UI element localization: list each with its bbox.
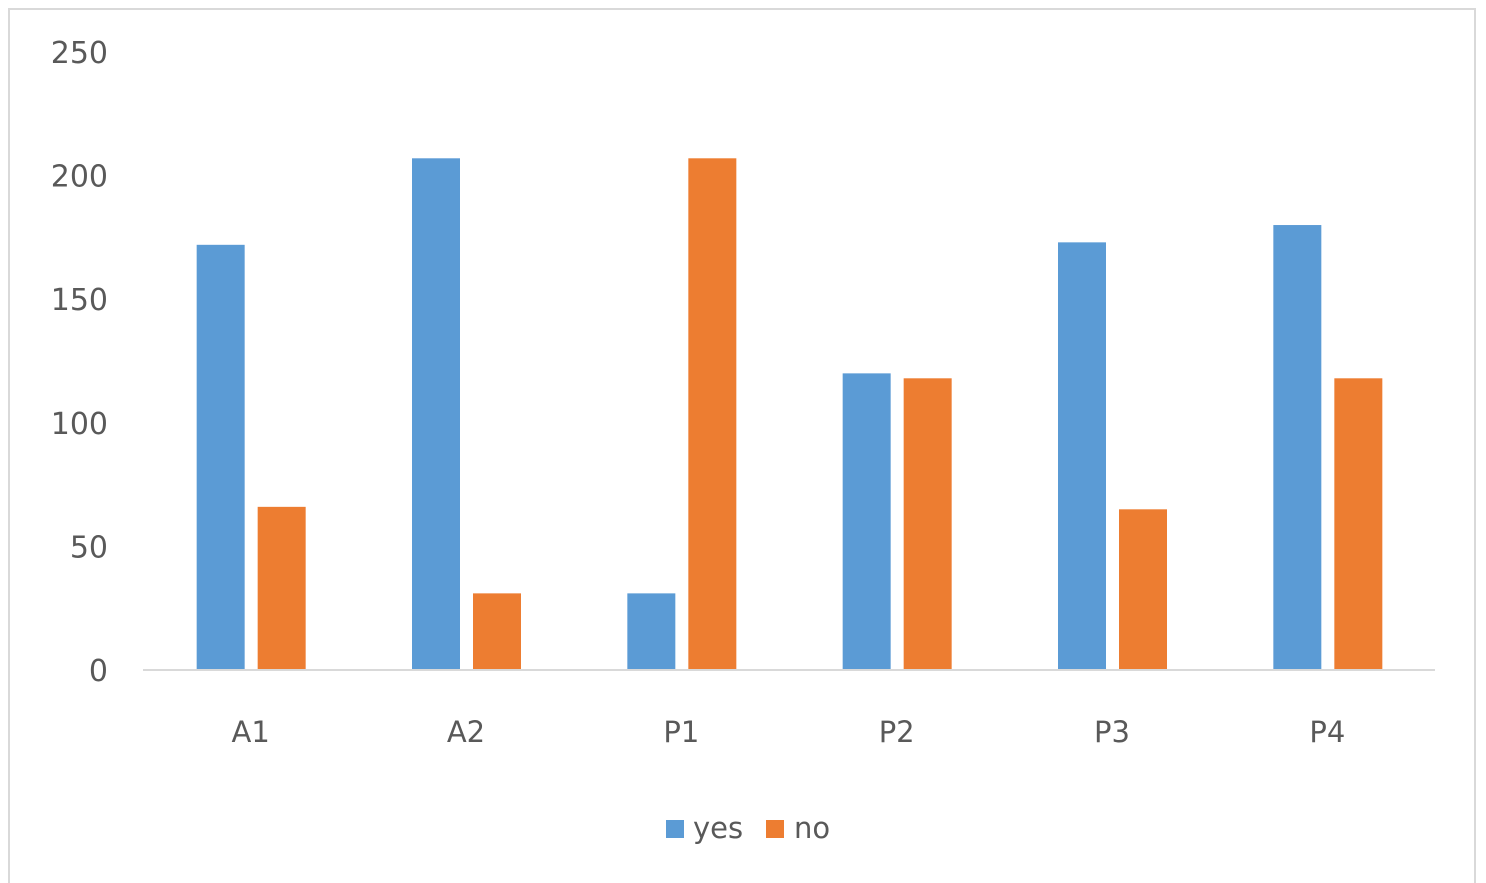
legend-label-yes: yes [693, 811, 743, 845]
y-tick-label: 0 [89, 654, 108, 689]
bar-yes-p4 [1273, 225, 1322, 671]
y-tick-label: 100 [51, 407, 108, 442]
y-tick-label: 50 [70, 530, 108, 565]
y-axis-ticks: 0 50 100 150 200 250 [51, 36, 108, 689]
bar-yes-a1 [196, 244, 245, 671]
bar-yes-a2 [412, 158, 460, 670]
bar-no-p1 [688, 158, 737, 670]
legend-label-no: no [794, 811, 830, 845]
x-tick-label: A1 [232, 715, 270, 749]
y-tick-label: 200 [51, 160, 108, 195]
bar-no-a1 [257, 506, 306, 670]
bar-no-p4 [1334, 378, 1383, 670]
bar-yes-p2 [842, 373, 891, 670]
legend-swatch-yes [666, 820, 684, 838]
y-tick-label: 150 [51, 283, 108, 318]
bar-no-p3 [1119, 509, 1167, 670]
bar-no-p2 [903, 378, 952, 670]
x-tick-label: P4 [1309, 715, 1345, 749]
bars-group [196, 158, 1383, 671]
bar-yes-p3 [1058, 242, 1106, 670]
bar-no-a2 [473, 593, 521, 670]
x-axis-labels: A1 A2 P1 P2 P3 P4 [232, 715, 1346, 749]
legend-swatch-no [766, 820, 784, 838]
bar-yes-p1 [627, 593, 676, 670]
legend: yes no [666, 811, 830, 845]
x-tick-label: P2 [879, 715, 915, 749]
y-tick-label: 250 [51, 36, 108, 71]
x-tick-label: P3 [1094, 715, 1130, 749]
x-tick-label: A2 [447, 715, 485, 749]
x-tick-label: P1 [663, 715, 699, 749]
chart-frame [8, 8, 1476, 883]
